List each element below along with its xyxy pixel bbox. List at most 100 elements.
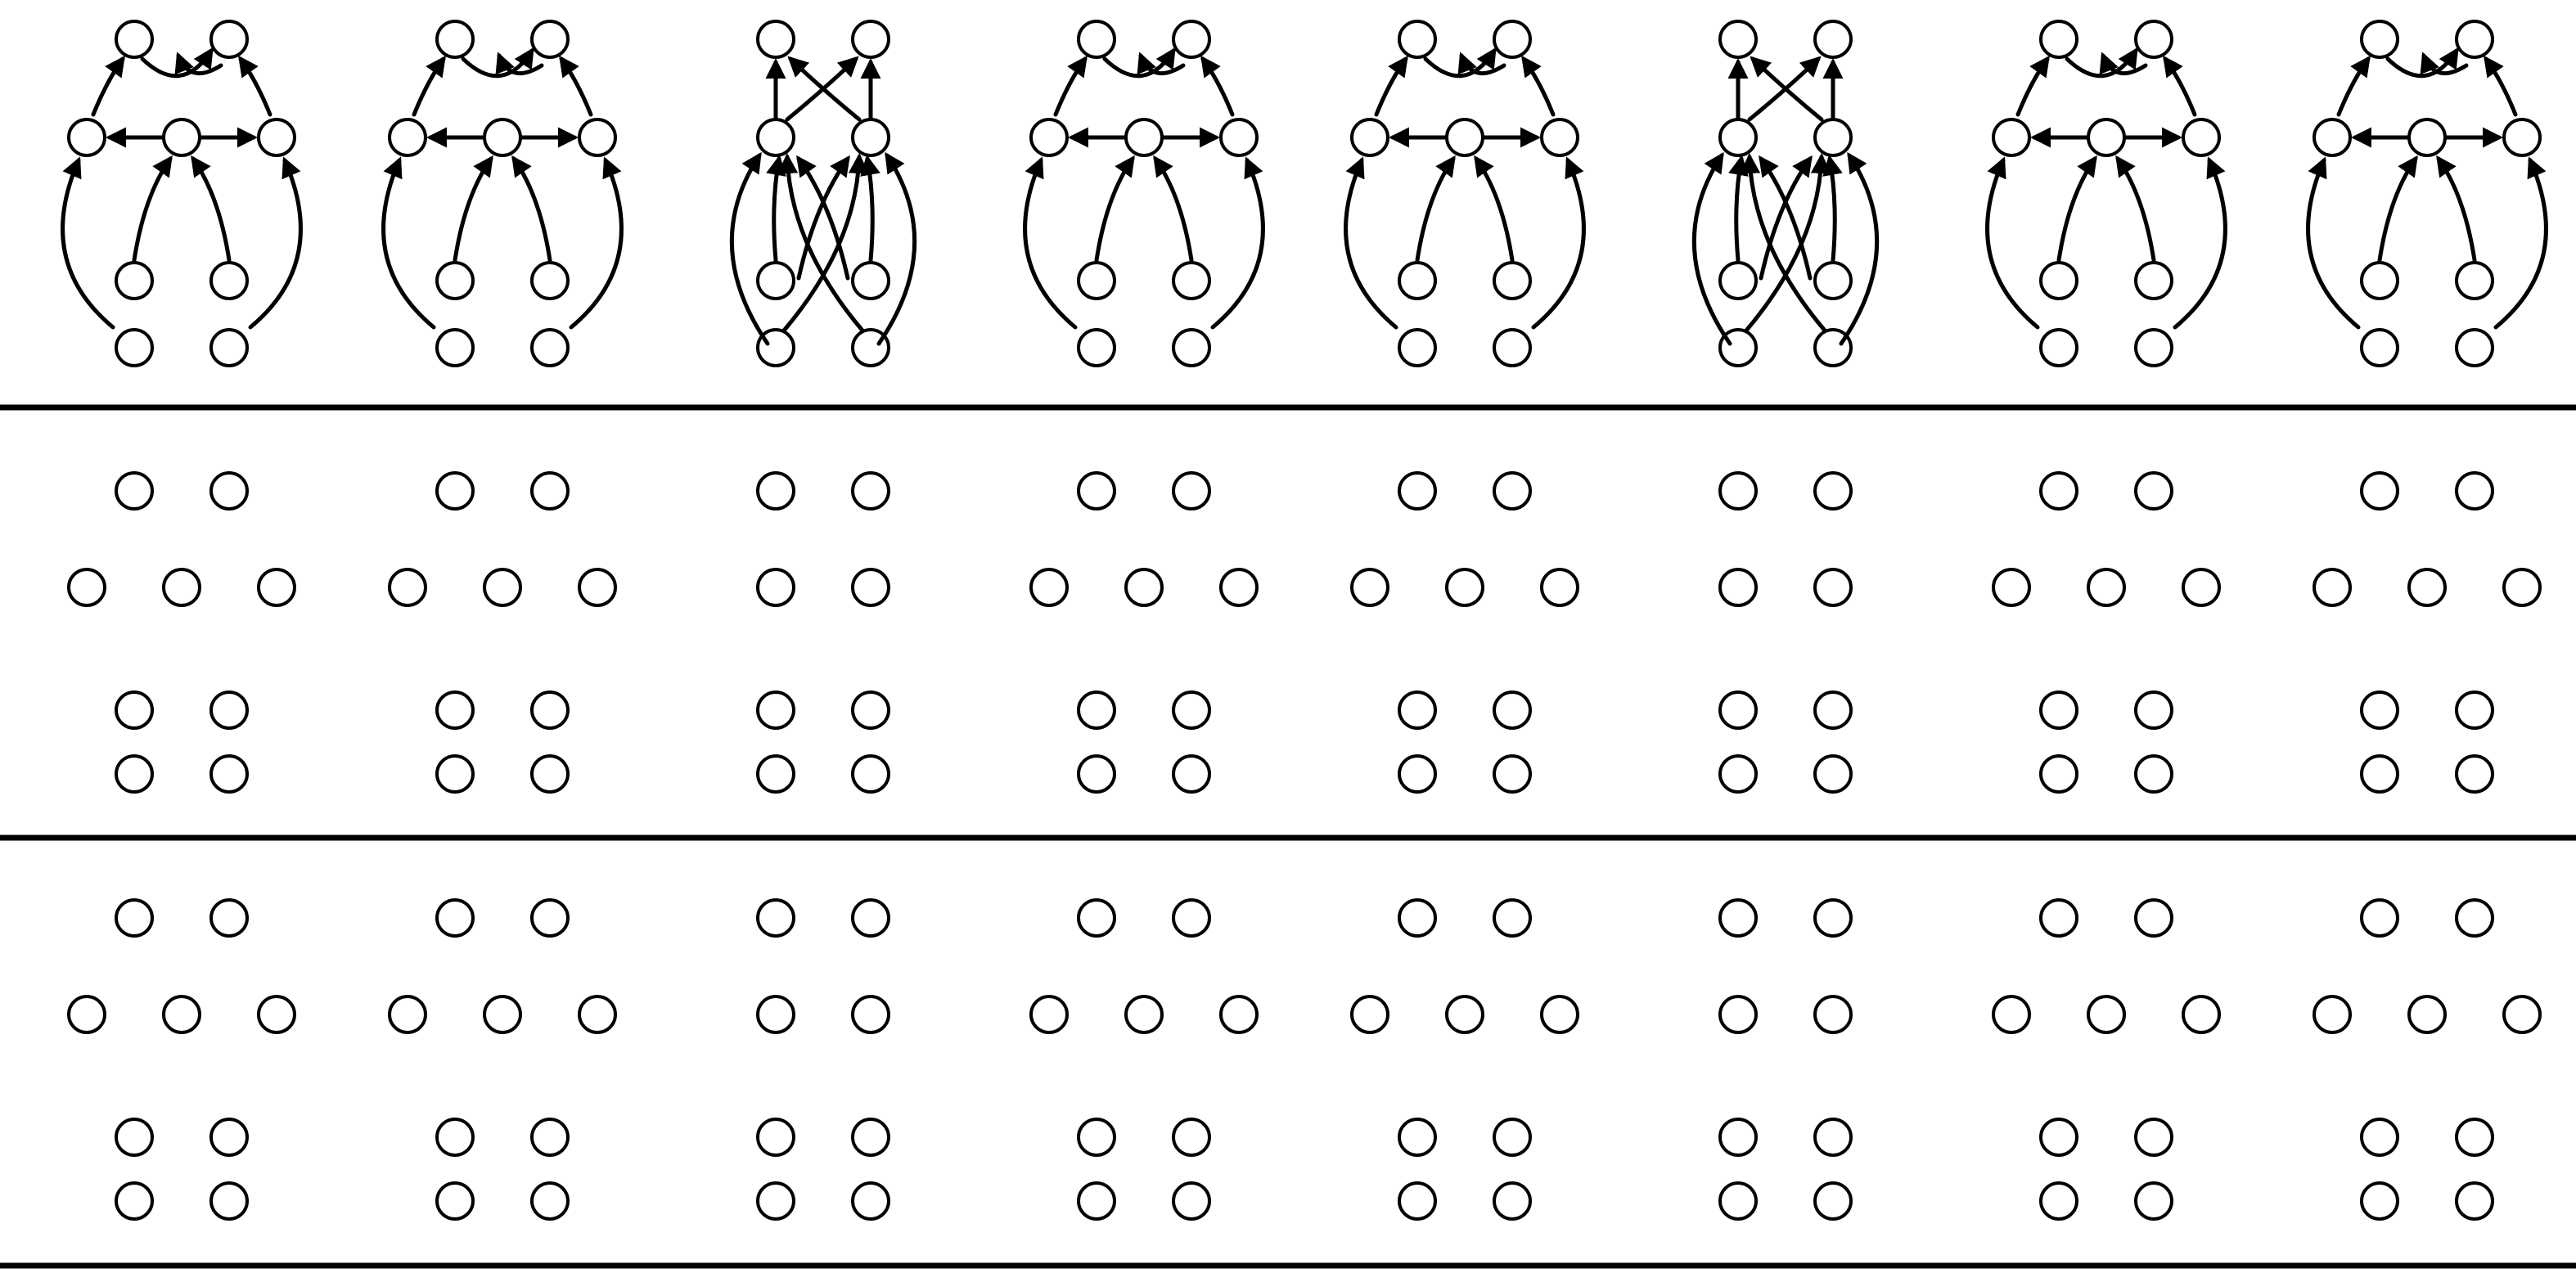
node-mid-1 (2313, 995, 2352, 1034)
node-top-1 (2039, 471, 2078, 511)
node-bottom-2 (1172, 1181, 1211, 1221)
arrow-right-up (1521, 55, 1556, 117)
node-bottom-2 (209, 754, 249, 794)
node-bottom-1 (756, 1181, 795, 1221)
node-low-1 (1718, 690, 1758, 730)
panel-3-two-cross (729, 20, 917, 367)
node-bottom-1 (2360, 754, 2399, 794)
arrow-low-left-hub (1415, 155, 1456, 263)
node-mid-3 (2182, 995, 2221, 1034)
node-mid-2 (2087, 118, 2126, 157)
arrow-outer-left (1023, 156, 1078, 330)
node-mid-1 (1029, 568, 1069, 607)
arrow-bot-right-cross (777, 153, 865, 333)
arrow-low-right-up (860, 155, 880, 263)
node-mid-1 (756, 995, 795, 1034)
node-mid-1 (1718, 995, 1758, 1034)
node-top-2 (530, 471, 570, 511)
node-mid-3 (257, 995, 296, 1034)
arrow-outer-left (381, 156, 436, 330)
arrow-bot-left-cross (781, 153, 869, 333)
panel-1-three-hub (67, 898, 296, 1221)
node-low-2 (1172, 690, 1211, 730)
node-top-2 (851, 471, 890, 511)
panel-4-three-hub (1023, 20, 1265, 367)
node-bottom-1 (2360, 328, 2399, 367)
node-bottom-1 (2039, 328, 2078, 367)
node-low-1 (2039, 690, 2078, 730)
arrow-cross-a (2385, 47, 2459, 79)
node-top-2 (1172, 471, 1211, 511)
panel-2-three-hub (381, 20, 624, 367)
arrow-low-right-hub (511, 155, 552, 263)
node-bottom-2 (1813, 328, 1853, 367)
node-top-2 (1172, 898, 1211, 938)
node-top-1 (756, 471, 795, 511)
node-bottom-1 (1398, 328, 1437, 367)
node-top-2 (2134, 471, 2173, 511)
node-low-1 (115, 690, 154, 730)
node-low-1 (2360, 261, 2399, 300)
panel-5-three-hub (1350, 898, 1579, 1221)
node-bottom-1 (1077, 754, 1116, 794)
arrow-outer-right (1839, 151, 1880, 346)
node-top-2 (2134, 20, 2173, 59)
node-bottom-1 (1077, 1181, 1116, 1221)
node-mid-1 (756, 568, 795, 607)
node-top-1 (2360, 20, 2399, 59)
node-bottom-2 (530, 754, 570, 794)
node-bottom-2 (851, 328, 890, 367)
arrow-low-left-hub (1094, 155, 1135, 263)
panel-arrows (2306, 47, 2548, 330)
node-bottom-2 (1172, 754, 1211, 794)
arrow-low-left-hub (2377, 155, 2418, 263)
arrow-cross-b (2099, 52, 2148, 75)
node-top-1 (1718, 471, 1758, 511)
node-top-1 (756, 20, 795, 59)
node-low-2 (2134, 690, 2173, 730)
node-low-1 (1077, 261, 1116, 300)
node-top-2 (209, 898, 249, 938)
panel-arrows (1344, 47, 1586, 330)
node-bottom-1 (435, 754, 475, 794)
arrow-inner-cross-b (1759, 155, 1813, 281)
panel-5-three-hub (1344, 20, 1586, 367)
arrow-low-right-hub (1153, 155, 1194, 263)
arrow-low-left-up (766, 155, 786, 263)
panel-6-two-cross (1718, 471, 1853, 794)
node-mid-3 (1540, 568, 1579, 607)
node-mid-3 (578, 568, 617, 607)
node-mid-1 (1992, 568, 2031, 607)
node-low-2 (2134, 261, 2173, 300)
panel-5-three-hub (1350, 471, 1579, 794)
node-mid-1 (1029, 995, 1069, 1034)
node-low-2 (530, 690, 570, 730)
arrow-cross-a (1423, 47, 1497, 79)
node-bottom-1 (1718, 328, 1758, 367)
panel-8-three-hub (2313, 471, 2542, 794)
node-mid-1 (1992, 118, 2031, 157)
node-bottom-2 (1813, 754, 1853, 794)
node-top-2 (2455, 471, 2494, 511)
node-low-2 (2455, 261, 2494, 300)
diagram-rows (61, 20, 2548, 1221)
node-top-1 (435, 898, 475, 938)
node-low-2 (851, 1118, 890, 1157)
node-mid-1 (388, 118, 427, 157)
arrow-left-up (2336, 55, 2371, 117)
node-mid-2 (483, 995, 522, 1034)
arrow-cross-a (1102, 47, 1176, 79)
node-bottom-1 (2039, 754, 2078, 794)
node-low-1 (756, 1118, 795, 1157)
panel-1-three-hub (67, 471, 296, 794)
node-mid-3 (1219, 118, 1259, 157)
node-top-1 (1398, 898, 1437, 938)
node-mid-3 (1219, 995, 1259, 1034)
arrow-cross-b (495, 52, 544, 75)
node-top-2 (1813, 471, 1853, 511)
node-top-1 (1077, 471, 1116, 511)
node-top-2 (209, 20, 249, 59)
node-bottom-1 (115, 1181, 154, 1221)
node-top-1 (115, 898, 154, 938)
panel-arrows (381, 47, 624, 330)
